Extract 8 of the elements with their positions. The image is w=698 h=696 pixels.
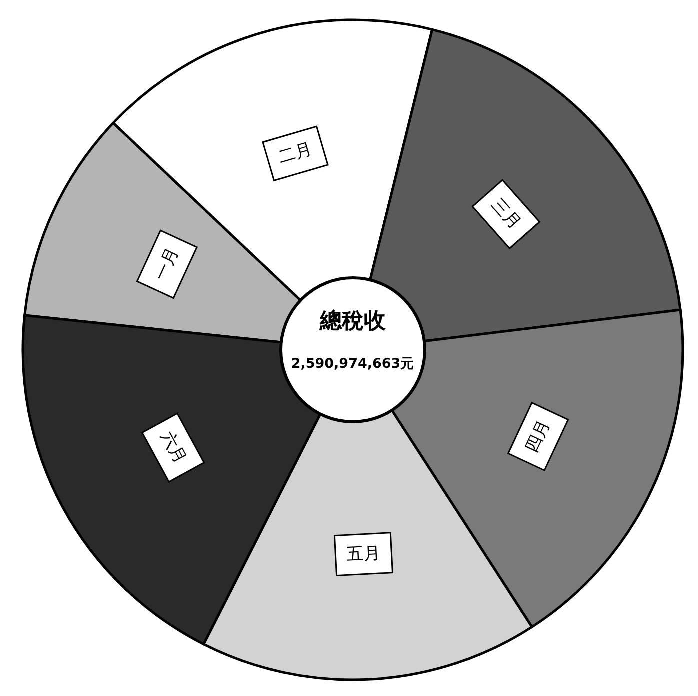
- text: 2,590,974,663元: [291, 356, 415, 372]
- slice-label: 五月: [346, 543, 382, 566]
- slice-label: 一月: [150, 244, 184, 284]
- slice-label: 六月: [156, 428, 190, 468]
- slice-label: 三月: [487, 195, 525, 234]
- slice-label: 二月: [276, 139, 315, 168]
- text: 總稅收: [319, 309, 387, 334]
- slice-label: 四月: [522, 417, 555, 456]
